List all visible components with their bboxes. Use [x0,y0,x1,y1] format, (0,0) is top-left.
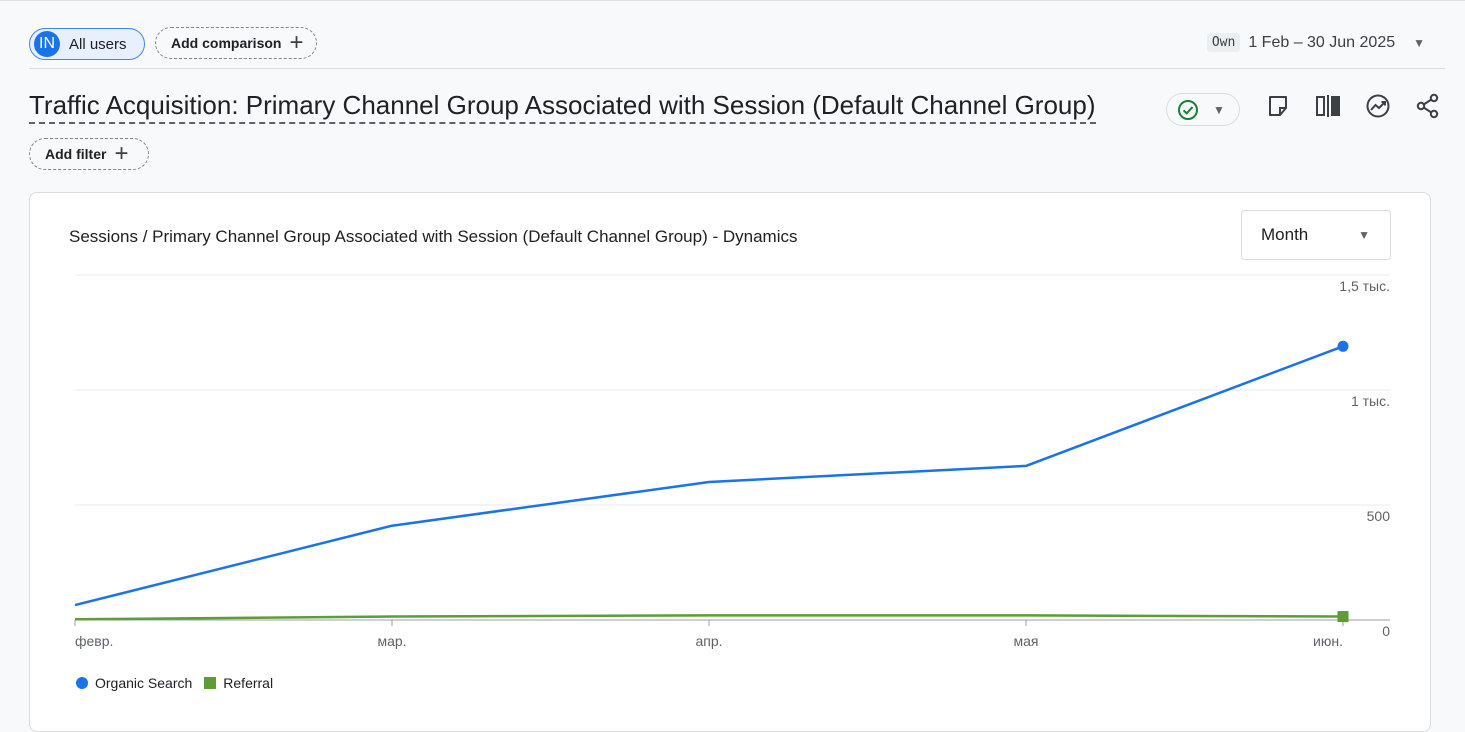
legend-label-referral: Referral [223,675,274,691]
period-select-value: Month [1261,225,1309,244]
chart-title: Sessions / Primary Channel Group Associa… [69,227,798,246]
x-tick-label: февр. [75,633,113,649]
x-tick-label: июн. [1313,633,1343,649]
top-border [0,0,1465,1]
series-line-organic [74,345,1344,607]
chart-card: Sessions / Primary Channel Group Associa… [29,192,1431,732]
segment-label: All users [69,35,127,53]
insights-icon[interactable] [1364,92,1392,120]
add-filter-button[interactable]: Add filter + [29,138,149,170]
page-title[interactable]: Traffic Acquisition: Primary Channel Gro… [29,90,1096,124]
check-circle-icon [1178,99,1198,120]
segment-chip-all-users[interactable]: IN All users [29,28,145,60]
date-tag: Own [1206,33,1241,52]
y-tick-label: 500 [1367,508,1391,524]
chart-legend: Organic Search Referral [76,675,285,691]
legend-label-organic: Organic Search [95,675,193,691]
period-select[interactable]: Month ▼ [1241,210,1391,260]
date-range-label: 1 Feb – 30 Jun 2025 [1248,33,1396,51]
x-tick-label: апр. [695,633,722,649]
series-line-referral [74,614,1344,621]
chevron-down-icon: ▼ [1413,35,1425,50]
share-icon[interactable] [1414,92,1442,120]
chevron-down-icon: ▼ [1213,102,1225,117]
data-quality-status-button[interactable]: ▼ [1166,93,1240,126]
legend-item-organic[interactable]: Organic Search [76,675,192,691]
add-comparison-label: Add comparison [171,35,282,51]
x-tick-label: мар. [377,633,406,649]
annotation-icon[interactable] [1264,92,1292,120]
plus-icon: + [289,29,304,56]
legend-swatch-organic [76,677,88,689]
y-tick-label: 0 [1382,623,1390,639]
line-chart: 0 500 1 тыс. 1,5 тыс. февр. мар. апр. мая июн. [74,274,1391,649]
date-range-selector[interactable]: Own 1 Feb – 30 Jun 2025 ▼ [1206,33,1425,52]
y-tick-label: 1,5 тыс. [1339,278,1390,294]
compare-columns-icon[interactable] [1314,92,1342,120]
add-comparison-button[interactable]: Add comparison + [155,27,317,59]
legend-item-referral[interactable]: Referral [204,675,273,691]
x-tick-label: мая [1014,633,1039,649]
add-filter-label: Add filter [45,146,107,162]
series-endpoint-referral [1337,611,1349,623]
plus-icon: + [114,140,129,167]
segment-avatar: IN [34,31,60,57]
series-endpoint-organic [1337,340,1349,352]
header-divider [29,68,1445,69]
legend-swatch-referral [204,677,217,689]
y-tick-label: 1 тыс. [1351,393,1390,409]
chevron-down-icon: ▼ [1358,228,1370,242]
